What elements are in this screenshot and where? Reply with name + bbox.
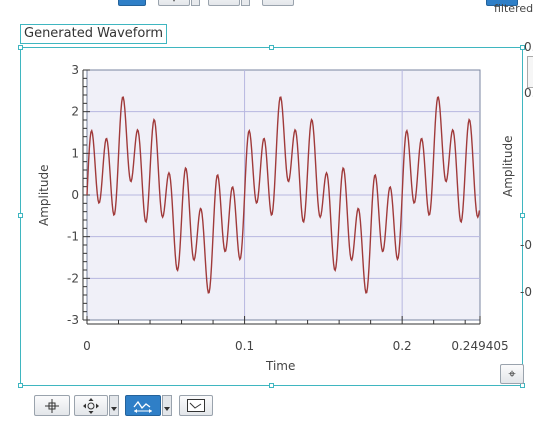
- y-tick-label: 1: [71, 146, 79, 160]
- zoom-tool-dropdown[interactable]: [162, 395, 172, 416]
- toolbar-dropdown[interactable]: [241, 0, 250, 6]
- x-tick-label: 0: [83, 339, 91, 353]
- waveform-trace: [86, 96, 481, 294]
- toolbar-button[interactable]: ▾: [158, 0, 190, 6]
- x-tick-label: 0.1: [235, 339, 254, 353]
- crosshair-icon: ⌖: [508, 366, 516, 382]
- resize-handle[interactable]: [269, 383, 274, 388]
- y-tick-label: -1: [67, 230, 79, 244]
- right-tick-2: 0.: [524, 86, 533, 100]
- resize-handle[interactable]: [18, 213, 23, 218]
- toolbar-button[interactable]: [208, 0, 240, 6]
- pan-icon: [83, 397, 99, 414]
- cursor-tool-button[interactable]: [34, 395, 70, 416]
- panel-tool-button[interactable]: [179, 395, 213, 416]
- y-tick-label: 0: [71, 188, 79, 202]
- x-axis-label: Time: [266, 359, 296, 373]
- resize-handle[interactable]: [18, 45, 23, 50]
- top-fragment-label: filtered: [494, 2, 533, 15]
- y-axis-label: Amplitude: [37, 164, 51, 227]
- crosshair-icon: [45, 398, 59, 413]
- graph-title[interactable]: Generated Waveform: [20, 24, 168, 44]
- right-y-axis-label: Amplitude: [501, 135, 515, 198]
- x-tick-label: 0.249405: [451, 339, 508, 353]
- panel-icon: [187, 399, 205, 412]
- right-graph-edge: [527, 56, 533, 88]
- resize-handle[interactable]: [520, 45, 525, 50]
- pan-tool-dropdown[interactable]: [109, 395, 119, 416]
- resize-handle[interactable]: [520, 213, 525, 218]
- toolbar-button-active[interactable]: [118, 0, 146, 6]
- toolbar-dropdown[interactable]: [191, 0, 200, 6]
- y-tick-label: 3: [71, 63, 79, 77]
- toolbar-button[interactable]: [262, 0, 294, 6]
- x-tick-label: 0.2: [393, 339, 412, 353]
- y-tick-label: -2: [67, 271, 79, 285]
- arrow-down-icon: ▾: [172, 0, 176, 4]
- toolbar-button-active[interactable]: [486, 0, 518, 6]
- right-tick-4: -0.: [520, 285, 533, 299]
- zoom-line-icon: [133, 400, 152, 413]
- resize-handle[interactable]: [18, 383, 23, 388]
- right-tick-1: 0.: [524, 40, 533, 54]
- right-cursor-button[interactable]: ⌖: [500, 364, 524, 384]
- zoom-tool-button[interactable]: [125, 395, 161, 416]
- right-tick-3: -0.: [520, 238, 533, 252]
- pan-tool-button[interactable]: [74, 395, 108, 416]
- y-tick-label: -3: [67, 313, 79, 327]
- resize-handle[interactable]: [269, 45, 274, 50]
- y-tick-label: 2: [71, 105, 79, 119]
